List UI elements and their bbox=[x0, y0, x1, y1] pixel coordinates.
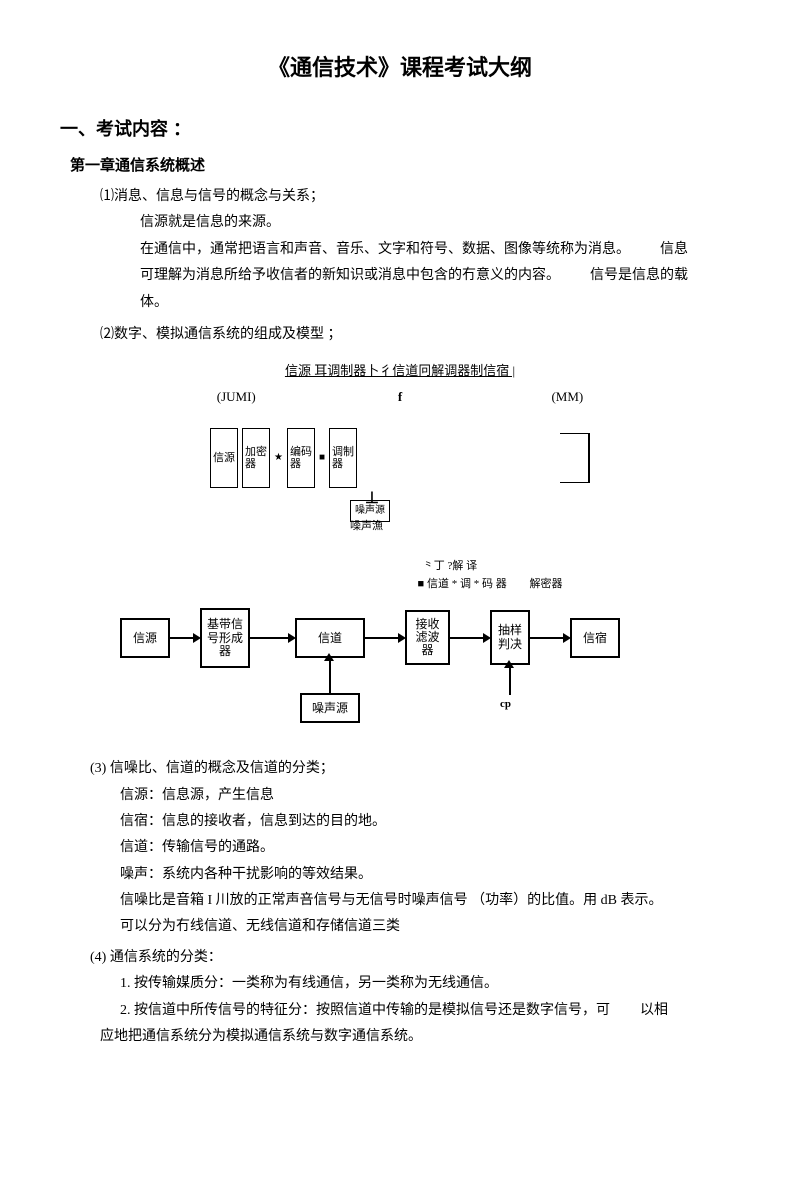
dot: ★ bbox=[274, 450, 283, 466]
item-1: ⑴消息、信息与信号的概念与关系； bbox=[100, 186, 740, 208]
noise-label: 噪声漁 bbox=[350, 518, 383, 536]
diagram1-row: (JUMI) f (MM) bbox=[60, 387, 740, 408]
diagram2-flowchart: 信源 基带信号形成器 信道 接收滤波器 抽样判决 信宿 噪声源 cp bbox=[110, 598, 690, 738]
sub-item: 可理解为消息所给予收信者的新知识或消息中包含的冇意义的内容。 信号是信息的载 bbox=[140, 265, 740, 287]
label: ■ 信道 * 调 * 码 器 bbox=[418, 578, 507, 590]
sub-item: 信源：信息源，产生信息 bbox=[120, 785, 740, 807]
sub-item: 信道：传输信号的通路。 bbox=[120, 837, 740, 859]
sub-item: 在通信中，通常把语言和声音、音乐、文字和符号、数据、图像等统称为消息。 信息 bbox=[140, 239, 740, 261]
flow-noise: 噪声源 bbox=[300, 693, 360, 723]
sub-item: 信宿：信息的接收者，信息到达的目的地。 bbox=[120, 811, 740, 833]
bracket bbox=[560, 433, 590, 483]
text: 在通信中，通常把语言和声音、音乐、文字和符号、数据、图像等统称为消息。 bbox=[140, 242, 630, 257]
text: 可理解为消息所给予收信者的新知识或消息中包含的冇意义的内容。 bbox=[140, 268, 560, 283]
flow-sample: 抽样判决 bbox=[490, 610, 530, 665]
flow-filter: 接收滤波器 bbox=[405, 610, 450, 665]
sub-item: 1. 按传输媒质分：一类称为有线通信，另一类称为无线通信。 bbox=[120, 973, 740, 995]
diagram1-label: 信源 耳调制器卜彳信道冋解调器制信宿 | bbox=[60, 361, 740, 382]
text: 信息 bbox=[660, 242, 688, 257]
dot: ■ bbox=[319, 450, 325, 466]
box-modulate: 调制器 bbox=[329, 428, 357, 488]
flow-sink: 信宿 bbox=[570, 618, 620, 658]
section-header: 一、考试内容 ： bbox=[60, 115, 740, 144]
sub-item: 2. 按信道中所传信号的特征分：按照信道中传输的是模拟信号还是数字信号，可 以相 bbox=[120, 1000, 740, 1022]
diagram1: 信源 加密器 ★ 编码器 ■ 调制器 ⊥ 噪声源 噪声漁 bbox=[150, 428, 650, 548]
item-4: (4) 通信系统的分类： bbox=[90, 947, 740, 969]
sub-item: 应地把通信系统分为模拟通信系统与数字通信系统。 bbox=[100, 1026, 740, 1048]
chapter-title: 第一章通信系统概述 bbox=[70, 154, 740, 178]
item-3: (3) 信噪比、信道的概念及信道的分类； bbox=[90, 758, 740, 780]
f-label: f bbox=[340, 387, 460, 408]
flow-channel: 信道 bbox=[295, 618, 365, 658]
flow-baseband: 基带信号形成器 bbox=[200, 608, 250, 668]
box-source: 信源 bbox=[210, 428, 238, 488]
sub-item: 信源就是信息的来源。 bbox=[140, 212, 740, 234]
mm-label: (MM) bbox=[463, 387, 583, 408]
flow-source: 信源 bbox=[120, 618, 170, 658]
cp-label: cp bbox=[500, 696, 511, 714]
item-2: ⑵数字、模拟通信系统的组成及模型 ； bbox=[100, 324, 740, 346]
text: 信号是信息的载 bbox=[590, 268, 688, 283]
label: 解密器 bbox=[529, 578, 562, 590]
label: ⺀丁 ?解 译 bbox=[423, 560, 477, 572]
sub-item: 体。 bbox=[140, 292, 740, 314]
jumi-label: (JUMI) bbox=[217, 387, 337, 408]
sub-item: 噪声：系统内各种干扰影响的等效结果。 bbox=[120, 864, 740, 886]
box-encode: 编码器 bbox=[287, 428, 315, 488]
sub-item: 信噪比是音箱 I 川放的正常声咅信号与无信号时噪声信号 （功率）的比值。用 dB… bbox=[120, 890, 740, 912]
document-title: 《通信技术》课程考试大纲 bbox=[60, 50, 740, 85]
sub-item: 可以分为冇线信道、无线信道和存储信道三类 bbox=[120, 916, 740, 938]
text: 2. 按信道中所传信号的特征分：按照信道中传输的是模拟信号还是数字信号，可 bbox=[120, 1003, 610, 1018]
diagram2-top-labels: ⺀丁 ?解 译 ■ 信道 * 调 * 码 器 解密器 bbox=[60, 558, 740, 593]
text: 以相 bbox=[640, 1003, 668, 1018]
box-encrypt: 加密器 bbox=[242, 428, 270, 488]
